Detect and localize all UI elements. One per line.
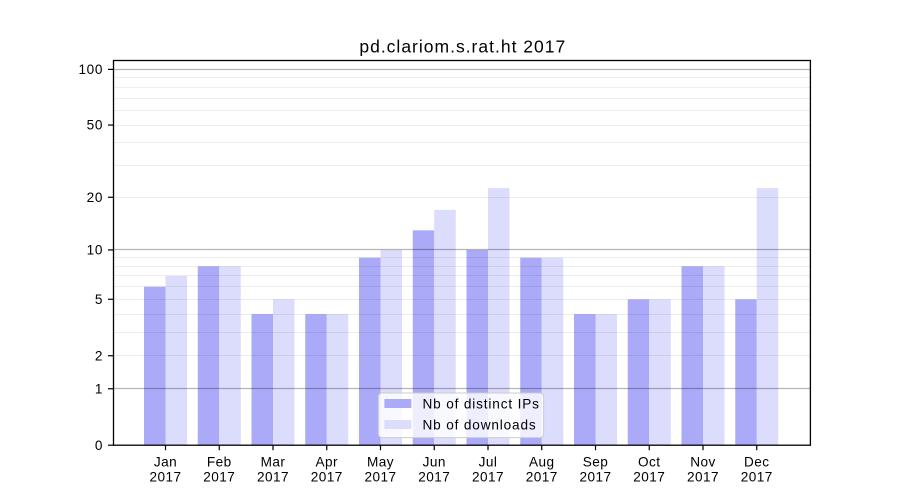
svg-text:Nb of distinct IPs: Nb of distinct IPs <box>423 396 540 411</box>
svg-text:1: 1 <box>95 381 103 396</box>
svg-text:0: 0 <box>95 438 103 453</box>
svg-text:2017: 2017 <box>579 469 611 484</box>
svg-text:2017: 2017 <box>311 469 343 484</box>
svg-text:100: 100 <box>79 62 103 77</box>
svg-text:Nov: Nov <box>690 455 716 470</box>
svg-text:Nb of downloads: Nb of downloads <box>423 417 537 432</box>
svg-text:Apr: Apr <box>315 455 338 470</box>
svg-text:Jun: Jun <box>423 455 446 470</box>
svg-text:5: 5 <box>95 292 103 307</box>
svg-text:2017: 2017 <box>472 469 504 484</box>
svg-text:50: 50 <box>87 118 103 133</box>
svg-text:Jul: Jul <box>479 455 498 470</box>
svg-text:Sep: Sep <box>583 455 609 470</box>
svg-text:20: 20 <box>87 190 103 205</box>
svg-text:2: 2 <box>95 348 103 363</box>
svg-text:May: May <box>367 455 394 470</box>
svg-text:Oct: Oct <box>638 455 661 470</box>
svg-text:pd.clariom.s.rat.ht 2017: pd.clariom.s.rat.ht 2017 <box>359 37 566 57</box>
svg-text:2017: 2017 <box>633 469 665 484</box>
svg-text:2017: 2017 <box>741 469 773 484</box>
svg-text:Jan: Jan <box>154 455 177 470</box>
svg-text:2017: 2017 <box>526 469 558 484</box>
svg-text:10: 10 <box>87 243 103 258</box>
svg-text:Dec: Dec <box>744 455 770 470</box>
svg-text:2017: 2017 <box>364 469 396 484</box>
svg-text:2017: 2017 <box>257 469 289 484</box>
svg-text:2017: 2017 <box>418 469 450 484</box>
svg-text:Aug: Aug <box>529 455 555 470</box>
svg-text:2017: 2017 <box>203 469 235 484</box>
svg-text:Feb: Feb <box>207 455 232 470</box>
svg-text:2017: 2017 <box>687 469 719 484</box>
svg-text:2017: 2017 <box>149 469 181 484</box>
svg-text:Mar: Mar <box>261 455 286 470</box>
